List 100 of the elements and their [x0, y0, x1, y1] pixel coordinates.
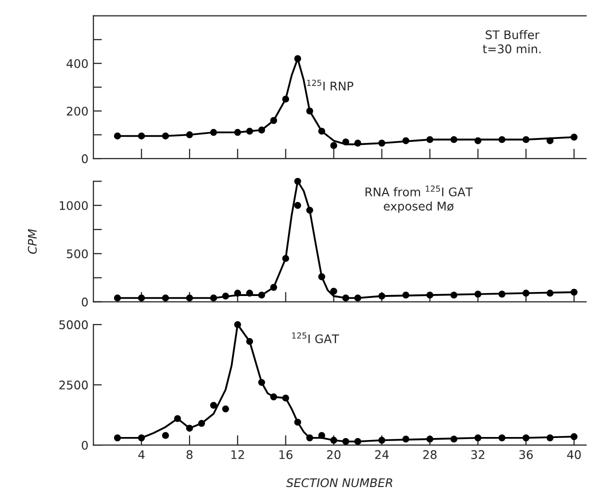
point — [258, 378, 266, 386]
annotation: $^{125}$I RNP — [307, 80, 354, 90]
point — [342, 138, 350, 146]
point — [246, 290, 254, 297]
point — [522, 434, 530, 442]
point — [354, 294, 362, 302]
point — [306, 434, 314, 442]
point — [498, 434, 506, 442]
point — [210, 128, 218, 136]
x-tick-label: 40 — [567, 450, 581, 460]
point — [294, 178, 302, 185]
x-tick-label: 36 — [519, 450, 533, 460]
y-axis-title: CPM — [28, 229, 37, 254]
x-tick-label: 12 — [231, 450, 244, 459]
point — [258, 126, 266, 134]
y-tick-label: 200 — [66, 106, 88, 116]
x-tick-label: 16 — [279, 450, 292, 460]
point — [450, 292, 458, 299]
point — [246, 128, 254, 135]
point — [270, 284, 278, 291]
x-tick-label: 8 — [186, 450, 192, 460]
point — [546, 290, 554, 297]
point — [450, 436, 458, 443]
point — [186, 131, 194, 138]
point — [234, 321, 242, 328]
x-tick-label: 32 — [471, 450, 484, 460]
y-tick-label: 2500 — [59, 380, 88, 390]
x-axis-title: SECTION NUMBER — [286, 478, 392, 488]
point — [546, 434, 554, 442]
point — [282, 394, 290, 402]
x-tick-label: 28 — [423, 450, 437, 460]
point — [570, 433, 578, 440]
annotation: RNA from $^{125}$I GAT exposed Mø — [366, 186, 473, 213]
point — [330, 436, 338, 444]
point — [114, 294, 121, 302]
point — [570, 134, 578, 141]
point — [378, 140, 386, 147]
x-tick-label: 4 — [138, 450, 145, 459]
point — [318, 128, 326, 135]
point — [234, 290, 242, 297]
point — [294, 55, 302, 62]
point — [306, 206, 314, 214]
point — [330, 142, 338, 149]
point — [354, 140, 362, 147]
point — [294, 202, 302, 209]
y-tick-label: 1000 — [60, 201, 88, 210]
point — [306, 108, 314, 114]
x-tick-label: 24 — [375, 450, 389, 459]
point — [138, 434, 145, 442]
point — [270, 393, 278, 400]
y-tick-label: 0 — [82, 154, 88, 164]
point — [498, 290, 506, 298]
point — [426, 136, 434, 144]
point — [210, 402, 218, 409]
point — [162, 432, 169, 439]
x-tick-label: 20 — [327, 450, 340, 460]
point — [378, 292, 386, 300]
point — [354, 438, 362, 445]
point — [174, 415, 181, 422]
point — [402, 137, 410, 144]
point — [198, 420, 206, 427]
point — [246, 338, 254, 345]
point — [210, 294, 218, 302]
point — [318, 273, 326, 280]
y-tick-label: 5000 — [59, 320, 88, 330]
point — [426, 292, 434, 299]
point — [426, 436, 434, 443]
point — [474, 137, 482, 144]
point — [162, 132, 169, 140]
point — [186, 424, 194, 432]
annotation: ST Buffer t=30 min. — [482, 30, 541, 54]
point — [546, 137, 554, 144]
point — [186, 294, 194, 302]
point — [114, 132, 121, 140]
point — [378, 436, 386, 444]
y-tick-label: 0 — [82, 298, 88, 306]
point — [294, 418, 302, 426]
point — [138, 294, 145, 302]
point — [522, 136, 530, 144]
annotation: $^{125}$I GAT — [292, 332, 340, 344]
point — [258, 292, 266, 299]
point — [318, 432, 326, 439]
point — [162, 294, 169, 302]
point — [270, 117, 278, 124]
point — [402, 292, 410, 299]
point — [138, 132, 145, 140]
y-tick-label: 500 — [66, 249, 88, 258]
point — [474, 434, 482, 442]
y-tick-label: 400 — [66, 59, 88, 68]
y-tick-label: 0 — [82, 440, 88, 450]
point — [222, 405, 230, 412]
point — [342, 294, 350, 302]
point — [282, 96, 290, 103]
point — [498, 136, 506, 144]
point — [474, 290, 482, 298]
point — [450, 136, 458, 144]
point — [402, 436, 410, 443]
point — [522, 290, 530, 297]
point — [342, 438, 350, 445]
point — [282, 254, 290, 262]
